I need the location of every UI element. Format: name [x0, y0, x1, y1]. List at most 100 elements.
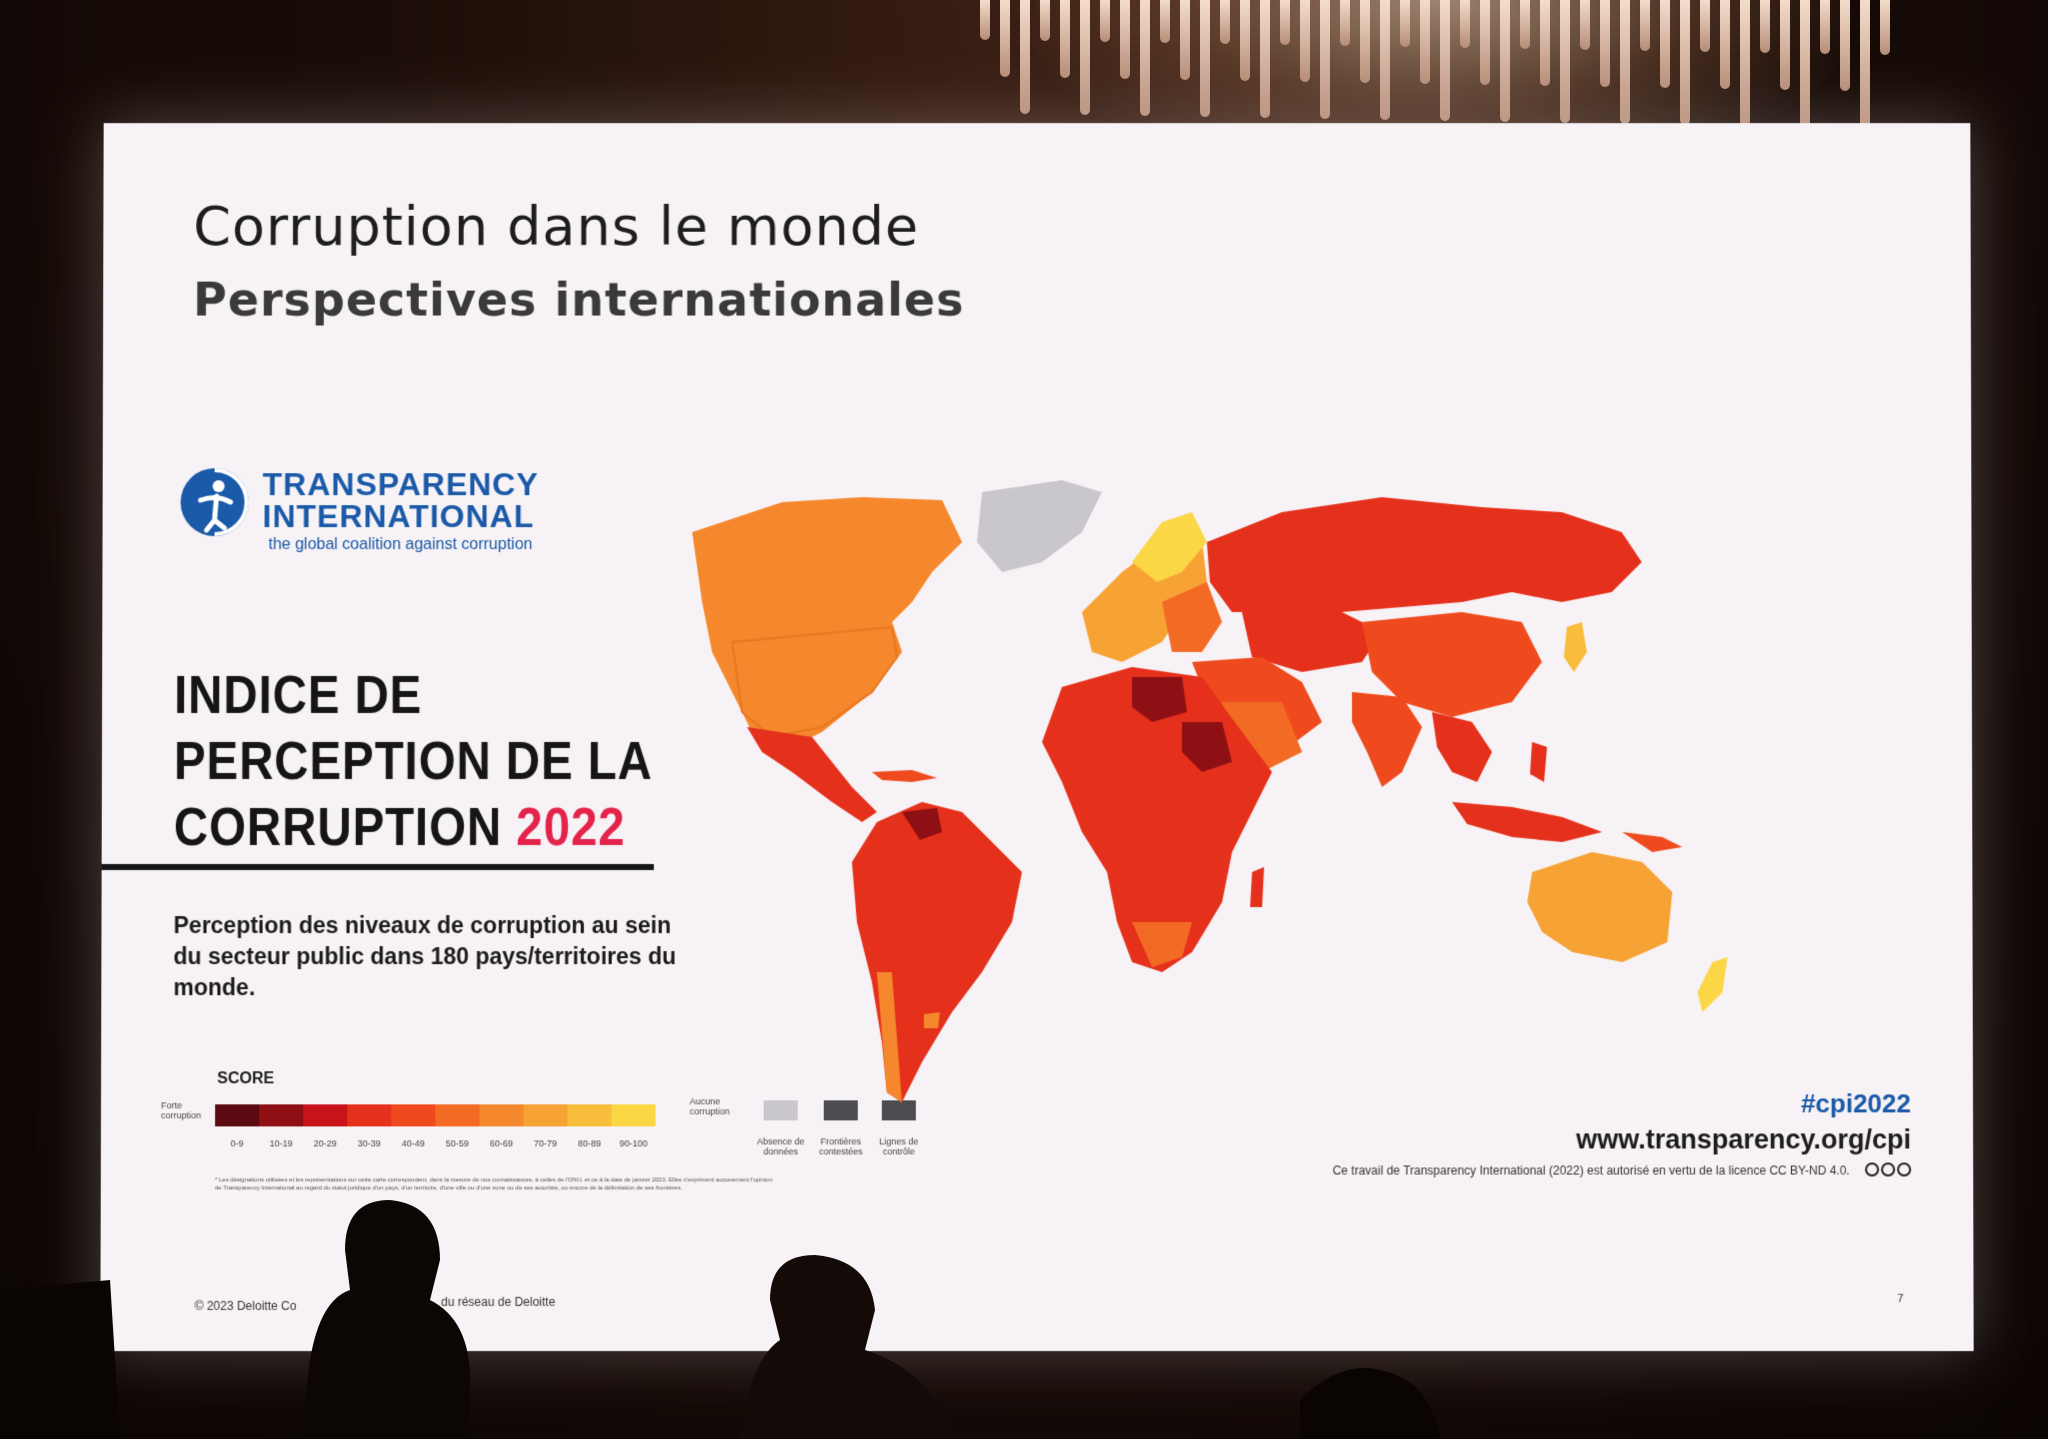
projection-screen: Corruption dans le monde Perspectives in…	[100, 123, 1973, 1351]
crystal-drop	[1600, 0, 1610, 87]
crystal-drop	[1100, 0, 1110, 42]
logo-tagline: the global coalition against corruption	[268, 536, 532, 554]
crystal-drop	[1020, 0, 1030, 114]
crystal-drop	[1320, 0, 1330, 119]
crystal-drop	[1680, 0, 1690, 125]
crystal-drop	[1580, 0, 1590, 50]
copyright-left: © 2023 Deloitte Co	[195, 1299, 297, 1313]
legend-title: SCORE	[217, 1070, 274, 1088]
map-india	[1352, 692, 1422, 787]
legend-swatch-70-79	[523, 1104, 567, 1126]
crystal-drop	[1780, 0, 1790, 90]
crystal-drop	[1220, 0, 1230, 44]
logo-name-line1: TRANSPARENCY	[263, 468, 539, 500]
crystal-drop	[980, 0, 990, 40]
copyright-right: du réseau de Deloitte	[441, 1295, 555, 1309]
crystal-drop	[1620, 0, 1630, 124]
index-description: Perception des niveaux de corruption au …	[173, 910, 693, 1003]
map-australia	[1527, 852, 1672, 962]
crystal-drop	[1360, 0, 1370, 83]
map-south-america	[852, 802, 1022, 1102]
legend-swatch-40-49	[391, 1104, 435, 1126]
legend-range-label: 40-49	[391, 1138, 435, 1148]
crystal-drop	[1280, 0, 1290, 45]
crystal-drop	[1880, 0, 1890, 55]
crystal-drop	[1480, 0, 1490, 85]
crystal-drop	[1860, 0, 1870, 128]
legend-range-label: 0-9	[215, 1138, 259, 1148]
globe-figure-icon	[178, 466, 250, 538]
crystal-drop	[1400, 0, 1410, 47]
license-text: Ce travail de Transparency International…	[1333, 1163, 1912, 1180]
legend-swatch-30-39	[347, 1104, 391, 1126]
crystal-drop	[1120, 0, 1130, 79]
title-divider	[102, 864, 654, 870]
crystal-drop	[1840, 0, 1850, 91]
legend-color-scale	[215, 1104, 656, 1126]
index-title-year: 2022	[516, 797, 625, 857]
legend-range-label: 30-39	[347, 1138, 391, 1148]
index-title: INDICE DE PERCEPTION DE LA CORRUPTION 20…	[174, 662, 667, 860]
legend-range-label: 70-79	[523, 1138, 567, 1148]
map-greenland	[977, 480, 1102, 572]
crystal-drop	[1060, 0, 1070, 78]
legend-swatch-60-69	[479, 1104, 523, 1126]
map-madagascar	[1250, 867, 1264, 907]
slide-subtitle: Perspectives internationales	[193, 273, 964, 327]
crystal-drop	[1340, 0, 1350, 46]
crystal-drop	[1640, 0, 1650, 51]
map-japan	[1564, 622, 1587, 672]
crystal-drop	[1520, 0, 1530, 49]
crystal-drop	[1740, 0, 1750, 126]
legend-range-label: 10-19	[259, 1138, 303, 1148]
map-pacific-islands	[1622, 832, 1682, 852]
crystal-drop	[1300, 0, 1310, 82]
legend-swatch-50-59	[435, 1104, 479, 1126]
index-title-line3: CORRUPTION 2022	[174, 794, 667, 860]
crystal-drop	[1000, 0, 1010, 77]
crystal-drop	[1180, 0, 1190, 80]
page-number: 7	[1897, 1293, 1903, 1305]
map-usa	[732, 627, 897, 737]
map-mexico	[747, 727, 877, 822]
legend-range-label: 60-69	[479, 1138, 523, 1148]
hashtag: #cpi2022	[1801, 1088, 1911, 1119]
crystal-drop	[1720, 0, 1730, 89]
index-title-corruption: CORRUPTION	[174, 797, 502, 857]
legend-swatch-20-29	[303, 1104, 347, 1126]
slide-title: Corruption dans le monde	[193, 195, 919, 258]
crystal-drop	[1040, 0, 1050, 41]
crystal-drop	[1760, 0, 1770, 53]
website-link: www.transparency.org/cpi	[1576, 1124, 1911, 1155]
crystal-drop	[1260, 0, 1270, 118]
logo-wordmark: TRANSPARENCY INTERNATIONAL	[262, 468, 538, 532]
crystal-drop	[1540, 0, 1550, 86]
crystal-drop	[1800, 0, 1810, 127]
legend-range-label: 20-29	[303, 1138, 347, 1148]
crystal-drop	[1240, 0, 1250, 81]
creative-commons-icon	[1863, 1163, 1911, 1180]
index-title-line2: PERCEPTION DE LA	[174, 728, 667, 794]
legend-swatch-80-89	[567, 1104, 611, 1126]
map-caribbean	[872, 770, 937, 782]
crystal-drop	[1160, 0, 1170, 43]
logo-name-line2: INTERNATIONAL	[262, 500, 538, 532]
crystal-drop	[1140, 0, 1150, 116]
crystal-drop	[1700, 0, 1710, 52]
crystal-drop	[1440, 0, 1450, 121]
legend-swatch-90-100	[612, 1104, 656, 1126]
legend-swatch-0-9	[215, 1104, 259, 1126]
world-cpi-map	[662, 452, 1974, 1182]
legend-range-label: 80-89	[567, 1138, 611, 1148]
license-statement: Ce travail de Transparency International…	[1333, 1163, 1850, 1177]
legend-range-label: 50-59	[435, 1138, 479, 1148]
crystal-drop	[1380, 0, 1390, 120]
crystal-drop	[1820, 0, 1830, 54]
legend-low-label: Forte corruption	[161, 1100, 215, 1120]
map-new-zealand	[1697, 957, 1727, 1012]
index-title-line1: INDICE DE	[174, 662, 667, 728]
transparency-international-logo: TRANSPARENCY INTERNATIONAL the global co…	[178, 466, 598, 566]
crystal-drop	[1200, 0, 1210, 117]
crystal-drop	[1500, 0, 1510, 122]
crystal-drop	[1420, 0, 1430, 84]
